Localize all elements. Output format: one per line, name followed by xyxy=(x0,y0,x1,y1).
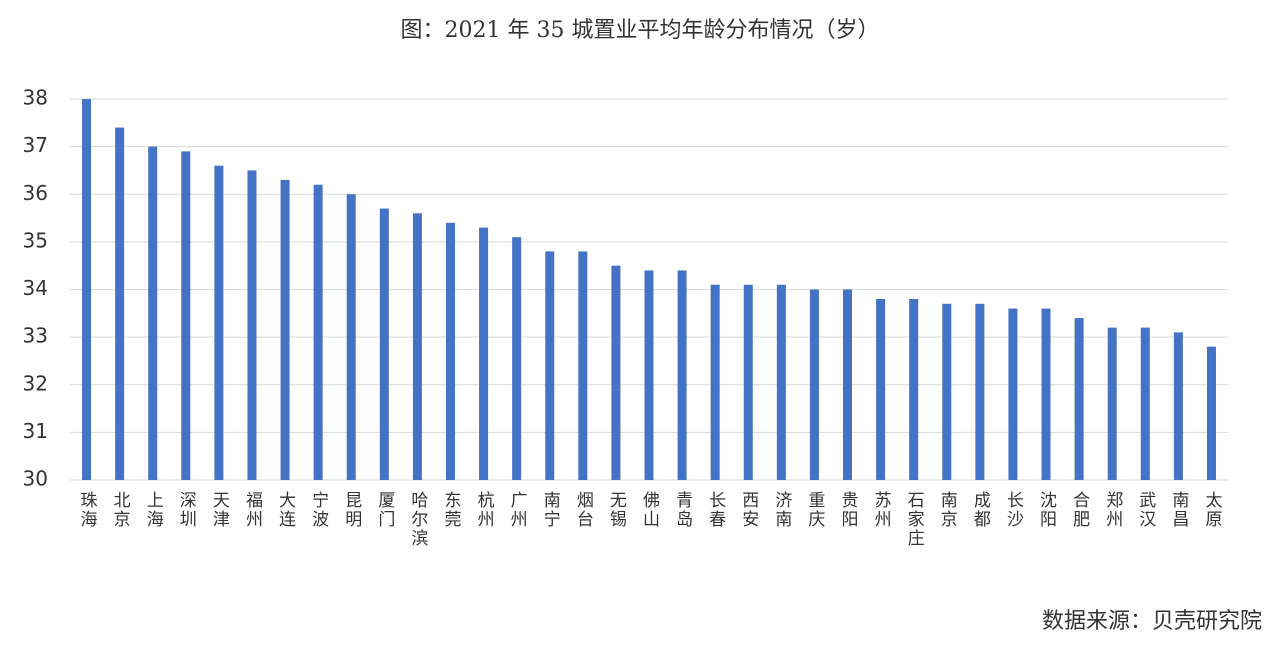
x-tick-label: 南昌 xyxy=(1168,491,1188,529)
bar xyxy=(843,289,853,480)
bar xyxy=(644,270,654,480)
bar xyxy=(445,222,455,480)
source-note: 数据来源：贝壳研究院 xyxy=(1042,609,1262,634)
x-tick-label: 佛山 xyxy=(639,491,660,529)
x-tick-label: 烟台 xyxy=(573,491,594,529)
x-tick-label: 南京 xyxy=(937,491,958,529)
bar xyxy=(115,127,125,480)
y-tick-label: 31 xyxy=(23,419,48,443)
y-tick-label: 32 xyxy=(23,371,48,395)
x-tick-label: 东莞 xyxy=(440,491,461,529)
bar xyxy=(776,284,786,480)
bar xyxy=(1074,318,1084,480)
bar xyxy=(876,299,886,480)
x-tick-label: 苏州 xyxy=(871,491,892,529)
x-tick-label: 大连 xyxy=(275,491,296,529)
bar xyxy=(280,179,290,480)
x-tick-label: 石家庄 xyxy=(904,491,925,548)
bar xyxy=(809,289,819,480)
y-tick-label: 33 xyxy=(23,324,48,348)
bar xyxy=(1041,308,1051,480)
x-tick-label: 成都 xyxy=(970,491,991,529)
x-tick-label: 太原 xyxy=(1201,491,1222,529)
bar xyxy=(611,265,621,480)
x-tick-label: 沈阳 xyxy=(1036,491,1057,529)
x-tick-label: 南宁 xyxy=(540,491,560,529)
bar xyxy=(975,303,985,480)
x-tick-label: 广州 xyxy=(507,491,528,529)
x-tick-label: 厦门 xyxy=(374,491,395,529)
bar xyxy=(247,170,257,480)
x-tick-label: 深圳 xyxy=(176,491,197,529)
x-tick-label: 长春 xyxy=(705,491,726,529)
y-tick-label: 30 xyxy=(23,467,48,491)
x-tick-label: 北京 xyxy=(110,491,131,529)
x-tick-label: 武汉 xyxy=(1135,491,1156,529)
bar xyxy=(214,165,224,481)
x-tick-label: 贵阳 xyxy=(838,491,859,529)
y-tick-label: 37 xyxy=(23,133,48,157)
bar xyxy=(148,146,158,480)
bar xyxy=(545,251,555,480)
x-tick-label: 长沙 xyxy=(1003,491,1024,529)
x-tick-label: 宁波 xyxy=(308,491,329,529)
bar xyxy=(710,284,720,480)
x-tick-label: 无锡 xyxy=(606,491,627,529)
bar xyxy=(677,270,687,480)
x-tick-label: 合肥 xyxy=(1069,491,1090,529)
bar xyxy=(346,194,356,480)
y-tick-label: 34 xyxy=(23,276,48,300)
bar xyxy=(1140,327,1150,480)
x-tick-label: 昆明 xyxy=(341,491,361,529)
bar xyxy=(1173,332,1183,480)
bar xyxy=(743,284,753,480)
x-tick-label: 郑州 xyxy=(1102,491,1123,529)
bar xyxy=(412,213,422,481)
bar xyxy=(1008,308,1018,480)
bar xyxy=(1206,346,1216,480)
bar xyxy=(313,184,323,480)
bar xyxy=(942,303,952,480)
x-tick-label: 西安 xyxy=(738,491,758,529)
bar xyxy=(379,208,389,480)
bar xyxy=(909,299,919,480)
bar xyxy=(82,99,92,480)
x-tick-label: 济南 xyxy=(771,491,792,529)
bar xyxy=(1107,327,1117,480)
x-tick-label: 天津 xyxy=(209,491,230,529)
x-tick-label: 珠海 xyxy=(77,491,98,529)
chart-title: 图：2021 年 35 城置业平均年龄分布情况（岁） xyxy=(401,18,880,43)
y-tick-label: 38 xyxy=(23,86,48,110)
y-tick-label: 35 xyxy=(23,228,48,252)
bar xyxy=(181,151,191,480)
x-tick-label: 福州 xyxy=(242,491,263,529)
bar xyxy=(578,251,588,480)
bar xyxy=(512,237,522,480)
x-tick-label: 重庆 xyxy=(804,491,825,529)
y-tick-label: 36 xyxy=(23,181,48,205)
x-tick-label: 哈尔滨 xyxy=(407,491,428,548)
x-tick-label: 上海 xyxy=(143,491,164,529)
bar xyxy=(479,227,489,480)
x-tick-label: 青岛 xyxy=(672,491,692,529)
x-tick-label: 杭州 xyxy=(474,491,495,529)
